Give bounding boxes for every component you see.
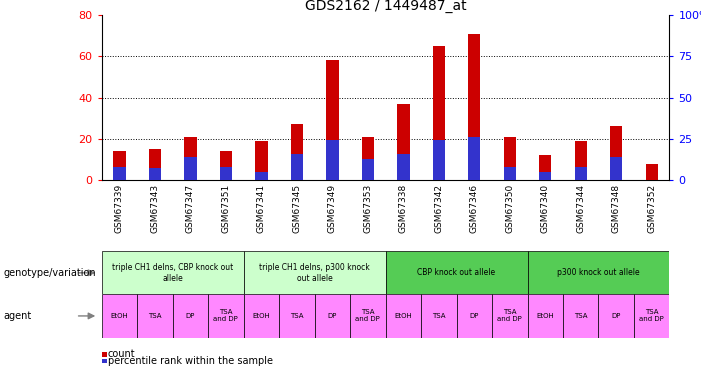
Bar	[421, 294, 456, 338]
Bar	[539, 172, 552, 180]
Text: GSM67346: GSM67346	[470, 184, 479, 232]
Bar	[350, 294, 386, 338]
Text: DP: DP	[611, 313, 621, 319]
Text: GSM67351: GSM67351	[222, 184, 231, 233]
Bar	[291, 124, 303, 180]
Bar	[492, 294, 527, 338]
Text: GSM67349: GSM67349	[328, 184, 336, 232]
Text: p300 knock out allele: p300 knock out allele	[557, 268, 640, 278]
Bar	[468, 34, 480, 180]
Bar	[149, 168, 161, 180]
Bar	[634, 294, 669, 338]
Bar	[102, 251, 244, 294]
Bar	[433, 46, 445, 180]
Bar	[397, 104, 409, 180]
Text: GSM67339: GSM67339	[115, 184, 124, 233]
Text: GSM67347: GSM67347	[186, 184, 195, 232]
Text: TSA
and DP: TSA and DP	[498, 309, 522, 322]
Bar	[149, 149, 161, 180]
Text: TSA: TSA	[148, 313, 162, 319]
Bar	[503, 167, 516, 180]
Bar	[255, 172, 268, 180]
Text: GSM67338: GSM67338	[399, 184, 408, 233]
Text: GSM67348: GSM67348	[612, 184, 620, 232]
Text: EtOH: EtOH	[111, 313, 128, 319]
Text: count: count	[107, 350, 135, 359]
Bar	[219, 151, 232, 180]
Text: GSM67353: GSM67353	[363, 184, 372, 233]
Text: GSM67345: GSM67345	[292, 184, 301, 232]
Text: TSA: TSA	[432, 313, 446, 319]
Bar	[102, 294, 137, 338]
Bar	[599, 294, 634, 338]
Bar	[291, 154, 303, 180]
Bar	[610, 126, 622, 180]
Bar	[386, 294, 421, 338]
Bar	[527, 251, 669, 294]
Text: DP: DP	[470, 313, 479, 319]
Bar	[244, 294, 279, 338]
Bar	[386, 251, 527, 294]
Text: EtOH: EtOH	[395, 313, 412, 319]
Bar	[527, 294, 563, 338]
Text: GSM67342: GSM67342	[435, 184, 443, 232]
Bar	[575, 167, 587, 180]
Bar	[539, 155, 552, 180]
Text: GSM67343: GSM67343	[151, 184, 159, 232]
Bar	[503, 137, 516, 180]
Text: GSM67352: GSM67352	[647, 184, 656, 232]
Text: EtOH: EtOH	[536, 313, 554, 319]
Bar	[244, 251, 386, 294]
Text: TSA
and DP: TSA and DP	[355, 309, 380, 322]
Text: DP: DP	[186, 313, 195, 319]
Bar	[646, 164, 658, 180]
Bar	[113, 167, 125, 180]
Bar	[184, 137, 196, 180]
Bar	[315, 294, 350, 338]
Text: GSM67350: GSM67350	[505, 184, 515, 233]
Bar	[326, 140, 339, 180]
Text: EtOH: EtOH	[252, 313, 270, 319]
Text: genotype/variation: genotype/variation	[4, 268, 96, 278]
Text: CBP knock out allele: CBP knock out allele	[418, 268, 496, 278]
Bar	[208, 294, 244, 338]
Bar	[172, 294, 208, 338]
Bar	[397, 154, 409, 180]
Text: triple CH1 delns, CBP knock out
allele: triple CH1 delns, CBP knock out allele	[112, 263, 233, 282]
Bar	[362, 137, 374, 180]
Title: GDS2162 / 1449487_at: GDS2162 / 1449487_at	[305, 0, 466, 13]
Text: GSM67341: GSM67341	[257, 184, 266, 232]
Text: GSM67340: GSM67340	[540, 184, 550, 232]
Text: TSA: TSA	[290, 313, 304, 319]
Bar	[113, 151, 125, 180]
Text: TSA: TSA	[574, 313, 587, 319]
Text: percentile rank within the sample: percentile rank within the sample	[107, 356, 273, 366]
Text: DP: DP	[327, 313, 337, 319]
Bar	[610, 157, 622, 180]
Bar	[255, 141, 268, 180]
Text: TSA
and DP: TSA and DP	[214, 309, 238, 322]
Text: triple CH1 delns, p300 knock
out allele: triple CH1 delns, p300 knock out allele	[259, 263, 370, 282]
Text: TSA
and DP: TSA and DP	[639, 309, 664, 322]
Bar	[184, 157, 196, 180]
Bar	[468, 137, 480, 180]
Bar	[326, 60, 339, 180]
Bar	[137, 294, 172, 338]
Bar	[279, 294, 315, 338]
Bar	[433, 140, 445, 180]
Bar	[456, 294, 492, 338]
Text: GSM67344: GSM67344	[576, 184, 585, 232]
Bar	[575, 141, 587, 180]
Bar	[362, 159, 374, 180]
Text: agent: agent	[4, 311, 32, 321]
Bar	[219, 167, 232, 180]
Bar	[563, 294, 599, 338]
